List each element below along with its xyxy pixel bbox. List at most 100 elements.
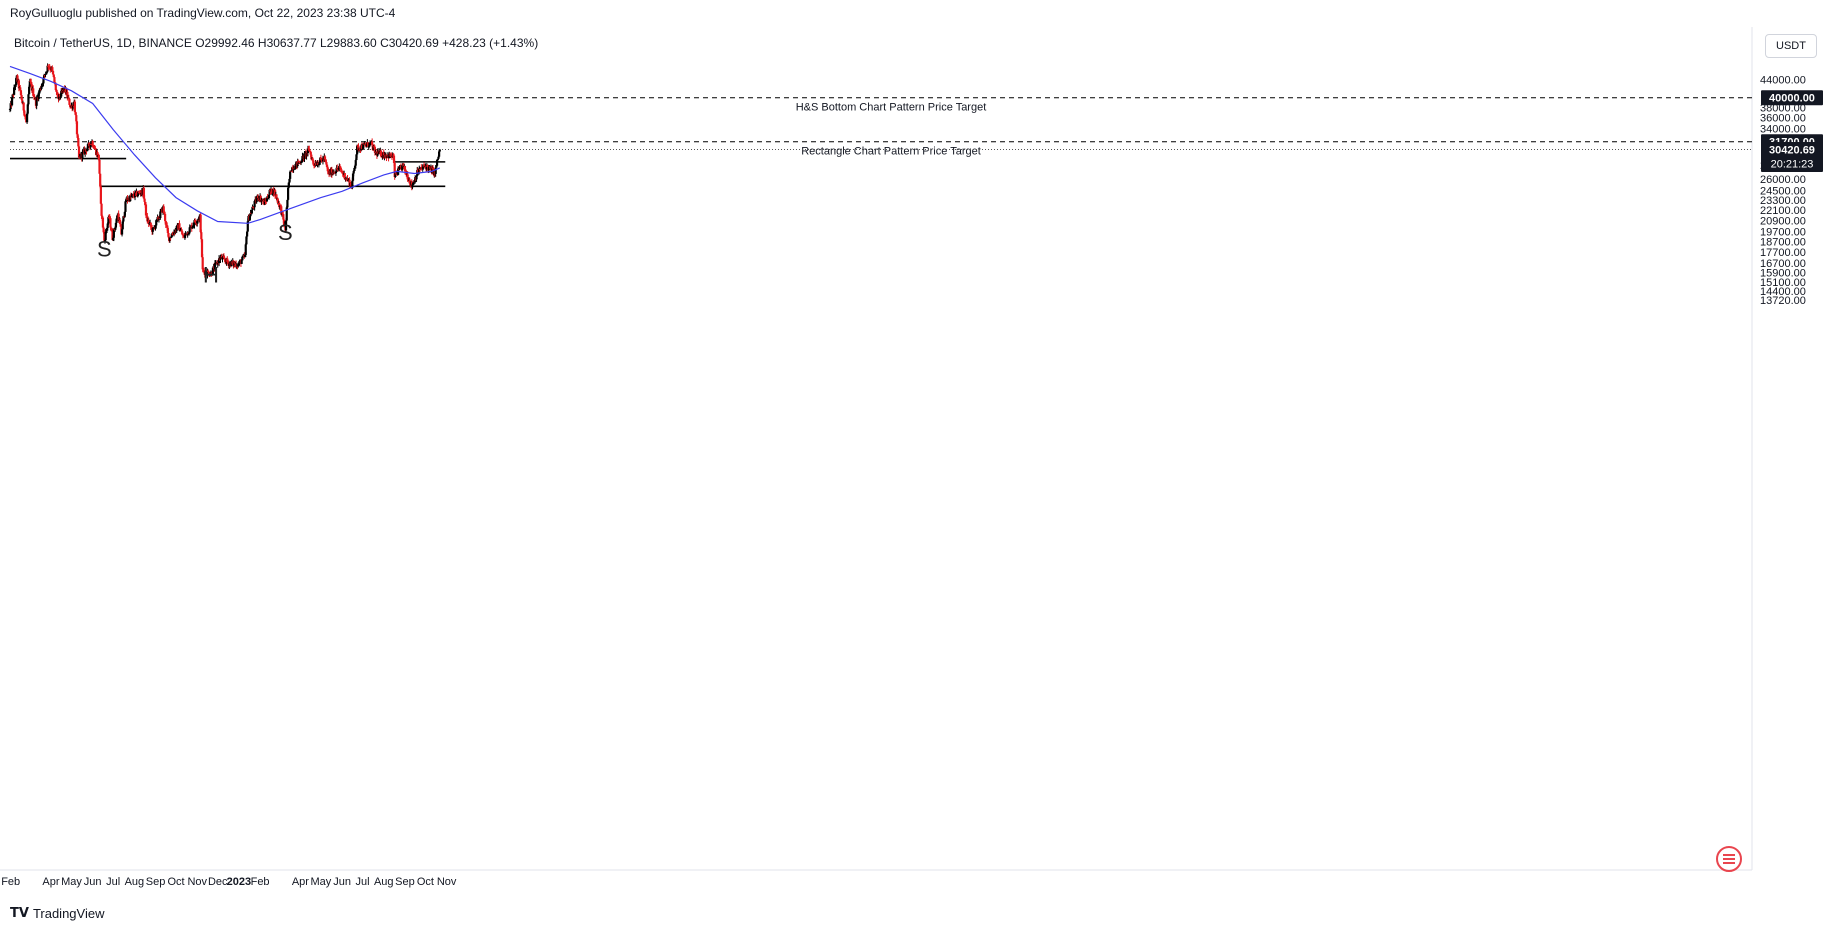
candle-up[interactable] xyxy=(415,175,418,180)
candle-up[interactable] xyxy=(28,80,31,87)
candle-up[interactable] xyxy=(45,71,48,73)
candle-down[interactable] xyxy=(390,156,394,158)
candle-down[interactable] xyxy=(110,230,113,232)
candle-up[interactable] xyxy=(43,74,46,78)
candle-down[interactable] xyxy=(164,213,167,221)
candle-up[interactable] xyxy=(116,218,119,220)
candle-up[interactable] xyxy=(221,257,224,260)
candle-down[interactable] xyxy=(118,219,122,225)
candle-up[interactable] xyxy=(174,229,177,234)
candle-up[interactable] xyxy=(368,142,372,144)
candle-up[interactable] xyxy=(175,225,178,231)
candle-up[interactable] xyxy=(28,86,31,95)
candle-up[interactable] xyxy=(315,164,318,166)
candle-up[interactable] xyxy=(237,263,241,265)
price-chart[interactable]: 44000.0038000.0036000.0034000.0028000.00… xyxy=(0,27,1835,931)
candle-up[interactable] xyxy=(133,192,137,198)
candle-down[interactable] xyxy=(77,146,81,158)
candle-up[interactable] xyxy=(170,236,173,238)
candle-down[interactable] xyxy=(364,144,367,146)
candle-up[interactable] xyxy=(59,96,62,98)
candle-up[interactable] xyxy=(44,73,47,76)
candle-down[interactable] xyxy=(235,263,238,268)
candle-down[interactable] xyxy=(77,137,80,147)
candle-up[interactable] xyxy=(355,154,358,161)
candle-down[interactable] xyxy=(90,144,93,146)
candle-up[interactable] xyxy=(114,227,117,230)
candle-up[interactable] xyxy=(129,195,132,202)
candle-up[interactable] xyxy=(170,234,174,237)
candle-up[interactable] xyxy=(427,167,430,171)
candle-down[interactable] xyxy=(418,168,422,170)
candle-down[interactable] xyxy=(135,191,139,197)
candle-down[interactable] xyxy=(252,207,256,209)
candle-down[interactable] xyxy=(58,94,61,98)
candle-up[interactable] xyxy=(89,144,92,148)
candle-up[interactable] xyxy=(386,156,389,158)
candle-up[interactable] xyxy=(337,167,340,170)
candle-up[interactable] xyxy=(353,167,356,171)
candle-up[interactable] xyxy=(334,171,338,174)
candle-down[interactable] xyxy=(346,178,349,181)
candle-down[interactable] xyxy=(308,150,312,152)
candle-down[interactable] xyxy=(51,70,55,75)
candle-down[interactable] xyxy=(205,271,208,274)
candle-down[interactable] xyxy=(311,158,314,161)
candle-down[interactable] xyxy=(236,266,239,268)
candle-down[interactable] xyxy=(336,167,339,170)
candle-down[interactable] xyxy=(20,95,23,100)
candle-down[interactable] xyxy=(310,154,313,160)
candle-down[interactable] xyxy=(69,104,72,107)
candle-down[interactable] xyxy=(256,195,260,199)
candle-up[interactable] xyxy=(251,206,254,211)
candle-down[interactable] xyxy=(320,159,323,161)
candle-up[interactable] xyxy=(267,194,271,198)
candle-down[interactable] xyxy=(143,198,146,202)
candle-up[interactable] xyxy=(15,78,18,86)
candle-up[interactable] xyxy=(246,221,249,232)
candle-up[interactable] xyxy=(303,152,306,159)
candle-down[interactable] xyxy=(138,192,141,194)
candle-down[interactable] xyxy=(420,167,423,169)
candle-up[interactable] xyxy=(394,171,397,177)
candle-down[interactable] xyxy=(366,142,370,147)
candle-down[interactable] xyxy=(416,170,420,173)
candle-up[interactable] xyxy=(151,228,154,232)
candle-down[interactable] xyxy=(166,227,169,234)
candle-down[interactable] xyxy=(332,172,335,174)
candle-down[interactable] xyxy=(373,146,376,153)
candle-up[interactable] xyxy=(414,177,417,183)
candle-down[interactable] xyxy=(201,257,204,270)
candle-down[interactable] xyxy=(32,88,35,96)
candle-down[interactable] xyxy=(325,162,328,165)
candle-up[interactable] xyxy=(372,146,375,150)
candle-up[interactable] xyxy=(287,187,290,200)
candle-up[interactable] xyxy=(121,221,124,230)
candle-up[interactable] xyxy=(192,225,195,227)
candle-down[interactable] xyxy=(392,155,396,163)
candle-up[interactable] xyxy=(353,165,357,168)
chart-area[interactable]: 44000.0038000.0036000.0034000.0028000.00… xyxy=(0,27,1835,931)
moving-average-line[interactable] xyxy=(9,65,441,224)
candle-down[interactable] xyxy=(226,258,229,262)
candle-up[interactable] xyxy=(86,148,89,152)
candle-down[interactable] xyxy=(270,188,273,195)
candle-down[interactable] xyxy=(97,155,100,160)
candle-down[interactable] xyxy=(279,205,282,207)
candle-down[interactable] xyxy=(315,163,318,166)
candle-up[interactable] xyxy=(106,223,109,228)
candle-up[interactable] xyxy=(412,180,415,184)
candle-up[interactable] xyxy=(271,193,274,195)
candle-up[interactable] xyxy=(168,236,171,241)
candle-down[interactable] xyxy=(43,74,46,76)
candle-down[interactable] xyxy=(180,230,183,232)
candle-up[interactable] xyxy=(412,183,415,185)
candle-up[interactable] xyxy=(193,220,196,226)
candle-down[interactable] xyxy=(403,165,407,172)
candle-down[interactable] xyxy=(224,259,227,262)
candle-down[interactable] xyxy=(200,239,204,258)
candle-down[interactable] xyxy=(113,228,116,230)
candle-up[interactable] xyxy=(240,260,243,264)
candle-up[interactable] xyxy=(352,170,355,174)
candle-down[interactable] xyxy=(24,116,27,120)
